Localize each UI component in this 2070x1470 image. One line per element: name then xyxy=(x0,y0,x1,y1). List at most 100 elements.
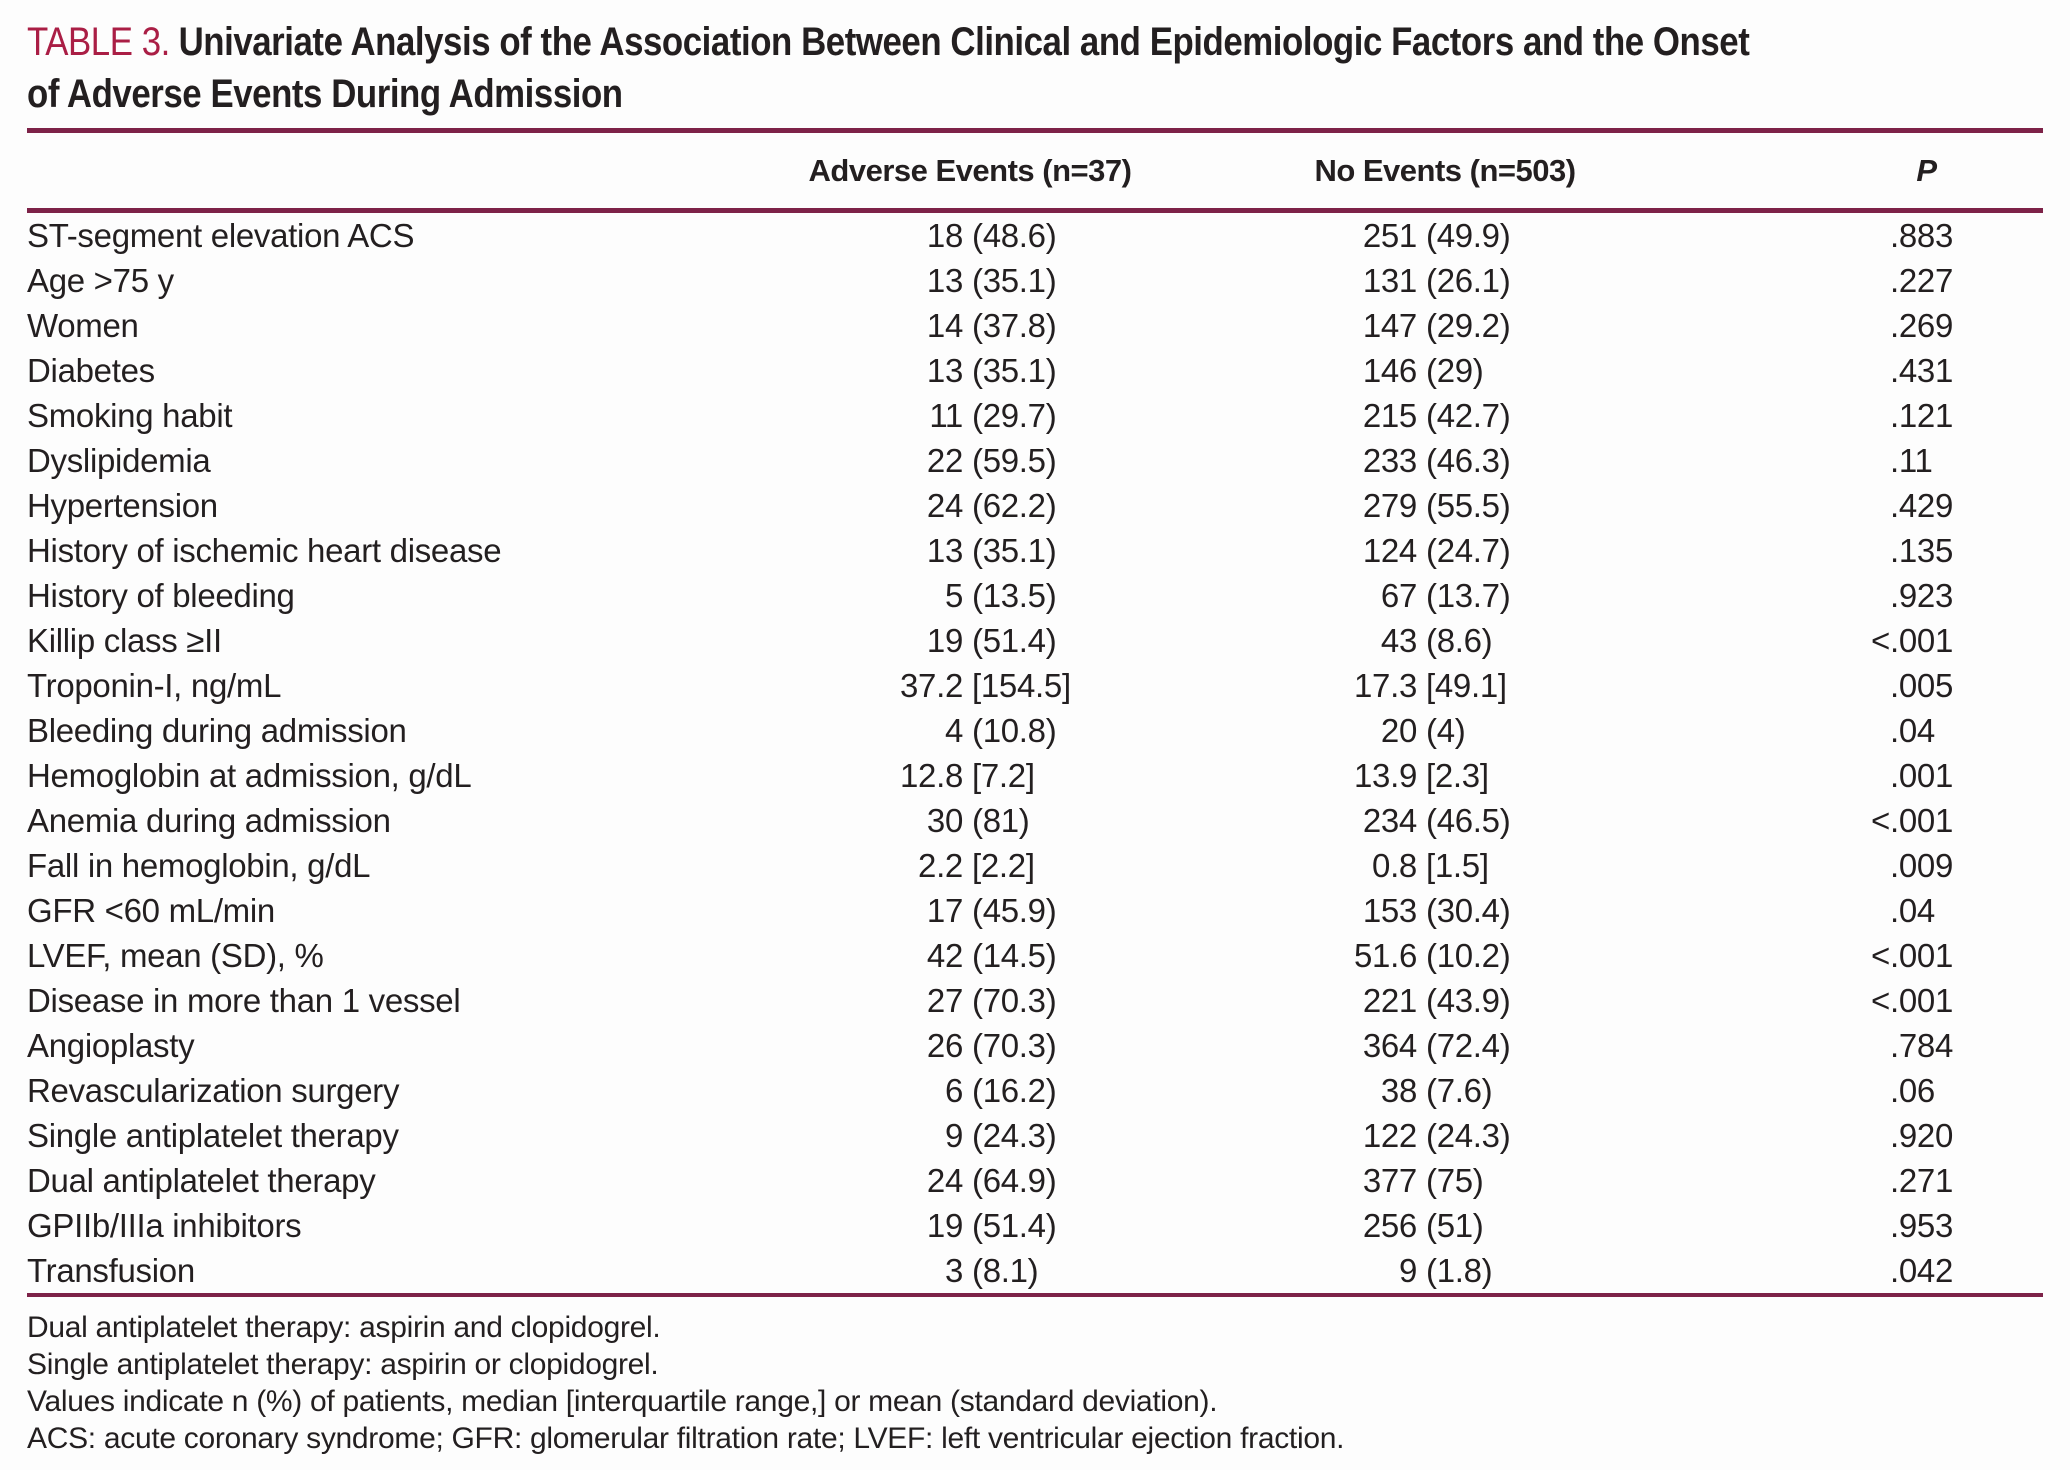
adverse-events-count: 13 xyxy=(926,532,963,569)
no-events-count: 215 xyxy=(1362,397,1417,434)
no-events-cell: 377 (75) xyxy=(1240,1158,1650,1203)
p-value-cell: .227 xyxy=(1650,258,2043,303)
table-header-row: Adverse Events (n=37) No Events (n=503) … xyxy=(0,133,2070,208)
factor-cell: Dyslipidemia xyxy=(27,442,211,479)
top-rule xyxy=(27,128,2043,133)
p-value: .429 xyxy=(1890,487,1954,524)
table-row: Hemoglobin at admission, g/dL 12.8 [7.2] … xyxy=(0,753,2070,798)
p-value: .431 xyxy=(1890,352,1954,389)
p-value: .269 xyxy=(1890,307,1954,344)
adverse-events-cell: 42 (14.5) xyxy=(640,933,1240,978)
table-row: Angioplasty 26 (70.3) 364 (72.4) .784 xyxy=(0,1023,2070,1068)
no-events-count: 17.3 xyxy=(1353,667,1417,704)
no-events-cell: 124 (24.7) xyxy=(1240,528,1650,573)
factor-cell: Troponin-I, ng/mL xyxy=(27,667,282,704)
no-events-cell: 67 (13.7) xyxy=(1240,573,1650,618)
p-value-cell: .042 xyxy=(1650,1248,2043,1293)
p-value: .001 xyxy=(1890,982,1954,1019)
adverse-events-percent: (51.4) xyxy=(972,622,1057,659)
factor-cell: Disease in more than 1 vessel xyxy=(27,982,461,1019)
no-events-percent: (10.2) xyxy=(1426,937,1511,974)
no-events-count: 122 xyxy=(1362,1117,1417,1154)
table-row: Women 14 (37.8) 147 (29.2) .269 xyxy=(0,303,2070,348)
p-value: .001 xyxy=(1890,937,1954,974)
p-value-cell: .001 xyxy=(1650,753,2043,798)
p-value-prefix xyxy=(1650,843,1890,888)
no-events-count: 13.9 xyxy=(1353,757,1417,794)
column-header-p-value: P xyxy=(1916,153,1937,188)
no-events-percent: (55.5) xyxy=(1426,487,1511,524)
adverse-events-count: 13 xyxy=(926,352,963,389)
no-events-count: 124 xyxy=(1362,532,1417,569)
no-events-count: 20 xyxy=(1380,712,1417,749)
no-events-cell: 256 (51) xyxy=(1240,1203,1650,1248)
factor-cell: Smoking habit xyxy=(27,397,233,434)
adverse-events-percent: (35.1) xyxy=(972,352,1057,389)
no-events-count: 0.8 xyxy=(1372,847,1417,884)
p-value: .042 xyxy=(1890,1252,1954,1289)
table-body: ST-segment elevation ACS 18 (48.6) 251 (49… xyxy=(0,213,2070,1293)
no-events-count: 234 xyxy=(1362,802,1417,839)
adverse-events-count: 2.2 xyxy=(918,847,963,884)
no-events-cell: 221 (43.9) xyxy=(1240,978,1650,1023)
no-events-cell: 38 (7.6) xyxy=(1240,1068,1650,1113)
no-events-count: 38 xyxy=(1380,1072,1417,1109)
factor-cell: GFR <60 mL/min xyxy=(27,892,275,929)
adverse-events-cell: 11 (29.7) xyxy=(640,393,1240,438)
p-value-cell: < .001 xyxy=(1650,978,2043,1023)
factor-cell: Revascularization surgery xyxy=(27,1072,400,1109)
p-value-cell: .11 xyxy=(1650,438,2043,483)
no-events-count: 51.6 xyxy=(1353,937,1417,974)
no-events-cell: 20 (4) xyxy=(1240,708,1650,753)
factor-cell: Hypertension xyxy=(27,487,218,524)
p-value-prefix xyxy=(1650,438,1890,483)
table-row: Anemia during admission 30 (81) 234 (46.5)… xyxy=(0,798,2070,843)
no-events-count: 251 xyxy=(1362,217,1417,254)
no-events-count: 221 xyxy=(1362,982,1417,1019)
adverse-events-count: 11 xyxy=(929,397,963,434)
p-value-cell: < .001 xyxy=(1650,618,2043,663)
adverse-events-cell: 17 (45.9) xyxy=(640,888,1240,933)
table-number-label: TABLE 3. xyxy=(27,20,170,64)
p-value: .04 xyxy=(1890,892,1935,929)
bottom-rule xyxy=(27,1293,2043,1297)
p-value-cell: .135 xyxy=(1650,528,2043,573)
no-events-percent: (49.9) xyxy=(1426,217,1511,254)
table-row: Disease in more than 1 vessel 27 (70.3) 2… xyxy=(0,978,2070,1023)
no-events-cell: 122 (24.3) xyxy=(1240,1113,1650,1158)
footnote-single-antiplatelet: Single antiplatelet therapy: aspirin or … xyxy=(27,1348,659,1381)
p-value: .001 xyxy=(1890,802,1954,839)
table-row: Bleeding during admission 4 (10.8) 20 (4) … xyxy=(0,708,2070,753)
no-events-percent: (42.7) xyxy=(1426,397,1511,434)
no-events-cell: 0.8 [1.5] xyxy=(1240,843,1650,888)
p-value-cell: .04 xyxy=(1650,708,2043,753)
no-events-percent: (26.1) xyxy=(1426,262,1511,299)
factor-cell: Anemia during admission xyxy=(27,802,391,839)
p-value-cell: .431 xyxy=(1650,348,2043,393)
table-row: Dyslipidemia 22 (59.5) 233 (46.3) .11 xyxy=(0,438,2070,483)
no-events-cell: 43 (8.6) xyxy=(1240,618,1650,663)
factor-cell: Transfusion xyxy=(27,1252,195,1289)
no-events-percent: (43.9) xyxy=(1426,982,1511,1019)
p-value: .227 xyxy=(1890,262,1954,299)
p-value-prefix xyxy=(1650,1023,1890,1068)
adverse-events-percent: (51.4) xyxy=(972,1207,1057,1244)
adverse-events-cell: 13 (35.1) xyxy=(640,528,1240,573)
p-value-prefix xyxy=(1650,303,1890,348)
adverse-events-percent: (16.2) xyxy=(972,1072,1057,1109)
no-events-cell: 153 (30.4) xyxy=(1240,888,1650,933)
adverse-events-count: 14 xyxy=(926,307,963,344)
table-row: History of ischemic heart disease 13 (35.… xyxy=(0,528,2070,573)
p-value-cell: .121 xyxy=(1650,393,2043,438)
no-events-cell: 279 (55.5) xyxy=(1240,483,1650,528)
adverse-events-count: 4 xyxy=(944,712,963,749)
no-events-percent: [1.5] xyxy=(1426,847,1489,884)
adverse-events-cell: 24 (62.2) xyxy=(640,483,1240,528)
p-value-prefix xyxy=(1650,573,1890,618)
adverse-events-percent: (70.3) xyxy=(972,1027,1057,1064)
p-value-cell: .429 xyxy=(1650,483,2043,528)
table-row: Single antiplatelet therapy 9 (24.3) 122(… xyxy=(0,1113,2070,1158)
adverse-events-count: 42 xyxy=(926,937,963,974)
p-value-prefix xyxy=(1650,1248,1890,1293)
p-value-cell: .923 xyxy=(1650,573,2043,618)
